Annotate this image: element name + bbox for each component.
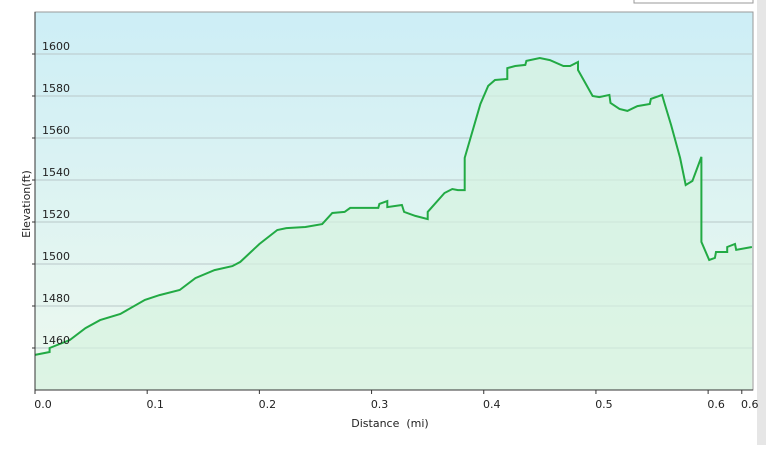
x-tick-label: 0.2 <box>259 398 277 411</box>
y-tick-label: 1600 <box>42 40 70 53</box>
y-tick-label: 1580 <box>42 82 70 95</box>
y-tick-label: 1480 <box>42 292 70 305</box>
x-tick-label: 0.4 <box>483 398 501 411</box>
area <box>35 58 752 390</box>
y-tick-label: 1560 <box>42 124 70 137</box>
plot <box>34 53 753 390</box>
x-tick-label: 0.3 <box>371 398 389 411</box>
elevation-line <box>34 56 753 356</box>
y-tick-label: 1520 <box>42 208 70 221</box>
x-tick-label: 0.6 <box>741 398 759 411</box>
y-tick-label: 1500 <box>42 250 70 263</box>
y-axis-title: Elevation(ft) <box>20 170 33 238</box>
input-box[interactable] <box>633 0 754 4</box>
x-tick-label: 0.5 <box>595 398 613 411</box>
x-axis-title: Distance (mi) <box>351 417 428 430</box>
y-tick-label: 1460 <box>42 334 70 347</box>
y-tick-label: 1540 <box>42 166 70 179</box>
x-tick-label: 0.0 <box>34 398 52 411</box>
window-edge <box>757 0 766 445</box>
x-tick-label: 0.6 <box>707 398 725 411</box>
x-tick-label: 0.1 <box>146 398 164 411</box>
